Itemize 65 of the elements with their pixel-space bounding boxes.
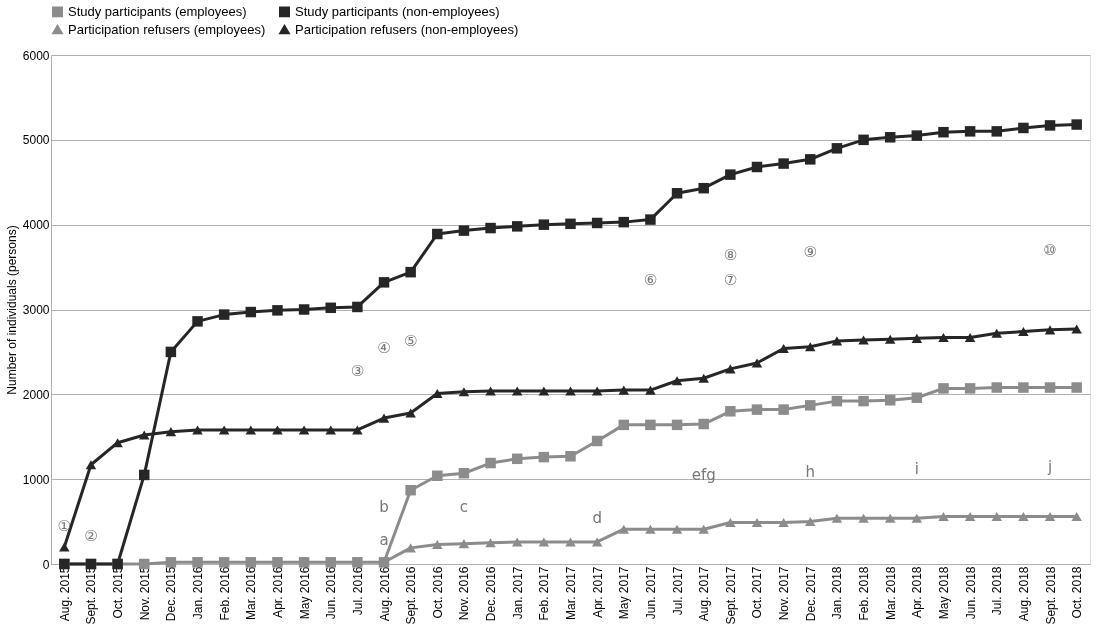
y-axis-title: Number of individuals (persons) bbox=[4, 225, 19, 395]
annotation: c bbox=[459, 498, 469, 517]
x-tick-label: Sept. 2018 bbox=[1043, 566, 1058, 625]
x-tick-label: Feb. 2016 bbox=[217, 566, 232, 621]
annotation: ⑧ bbox=[723, 246, 738, 265]
x-tick-label: May 2016 bbox=[297, 566, 312, 620]
x-tick-label: Sept. 2017 bbox=[723, 566, 738, 625]
annotation: b bbox=[379, 498, 389, 517]
y-tick-label: 0 bbox=[42, 557, 50, 572]
x-tick-label: Jun. 2016 bbox=[324, 566, 339, 620]
x-tick-label: Mar. 2018 bbox=[883, 566, 898, 620]
x-tick-label: Feb. 2018 bbox=[857, 566, 872, 621]
x-tick-label: Jun. 2017 bbox=[643, 566, 658, 620]
x-tick-label: Mar. 2017 bbox=[564, 566, 578, 620]
annotation: ② bbox=[84, 527, 98, 546]
annotation: ⑥ bbox=[643, 270, 658, 289]
annotation: ⑩ bbox=[1043, 241, 1057, 260]
annotation: ③ bbox=[350, 362, 365, 381]
x-tick-label: Nov. 2017 bbox=[777, 566, 792, 621]
annotation: ⑤ bbox=[403, 331, 418, 350]
x-tick-label: Aug. 2018 bbox=[1016, 566, 1031, 622]
x-tick-label: Dec. 2016 bbox=[484, 566, 499, 622]
x-tick-label: Sept. 2016 bbox=[404, 566, 419, 625]
annotation: ⑨ bbox=[803, 242, 817, 261]
x-tick-label: Dec. 2017 bbox=[803, 566, 818, 622]
x-tick-label: Nov. 2016 bbox=[457, 566, 472, 621]
x-tick-label: Aug. 2017 bbox=[697, 566, 712, 622]
legend-label: Participation refusers (non-employees) bbox=[295, 21, 519, 37]
y-tick-label: 3000 bbox=[22, 303, 50, 317]
x-tick-label: Jun. 2018 bbox=[963, 566, 978, 620]
annotation: h bbox=[805, 463, 816, 482]
x-tick-label: Mar. 2016 bbox=[244, 566, 259, 620]
y-tick-label: 4000 bbox=[22, 218, 50, 233]
x-tick-label: Oct. 2018 bbox=[1070, 566, 1085, 619]
x-tick-label: May 2017 bbox=[617, 566, 632, 620]
legend-label: Participation refusers (employees) bbox=[68, 21, 266, 37]
annotation: i bbox=[914, 459, 919, 478]
legend-label: Study participants (employees) bbox=[68, 3, 247, 19]
y-tick-label: 5000 bbox=[22, 133, 50, 148]
x-tick-label: Jan. 2017 bbox=[510, 566, 525, 620]
annotation: ⑦ bbox=[723, 270, 738, 289]
x-tick-label: Apr. 2018 bbox=[910, 566, 925, 618]
x-tick-label: Apr. 2017 bbox=[590, 566, 605, 618]
legend-label: Study participants (non-employees) bbox=[295, 3, 500, 19]
x-tick-label: Dec. 2015 bbox=[164, 566, 179, 622]
x-tick-label: May 2018 bbox=[936, 566, 951, 620]
x-tick-label: Jul. 2018 bbox=[990, 566, 1005, 616]
x-tick-label: Jan. 2016 bbox=[191, 566, 206, 620]
y-tick-label: 6000 bbox=[22, 48, 50, 63]
y-tick-label: 2000 bbox=[22, 387, 50, 402]
annotation: j bbox=[1046, 458, 1053, 477]
annotation: d bbox=[592, 509, 602, 528]
x-tick-label: Feb. 2017 bbox=[537, 566, 552, 621]
x-tick-label: Oct. 2016 bbox=[430, 566, 445, 619]
annotation: ① bbox=[57, 516, 72, 535]
annotation: ④ bbox=[377, 338, 391, 357]
x-tick-label: Apr. 2016 bbox=[270, 566, 285, 618]
x-tick-label: Jan. 2018 bbox=[830, 566, 845, 620]
x-tick-label: Oct. 2017 bbox=[750, 566, 765, 619]
y-tick-label: 1000 bbox=[22, 472, 50, 487]
x-tick-label: Jul. 2017 bbox=[670, 566, 685, 616]
annotation: efg bbox=[691, 465, 716, 484]
x-tick-label: Jul. 2016 bbox=[350, 566, 365, 616]
x-tick-label: Aug. 2016 bbox=[377, 566, 392, 622]
annotation: a bbox=[379, 531, 389, 550]
